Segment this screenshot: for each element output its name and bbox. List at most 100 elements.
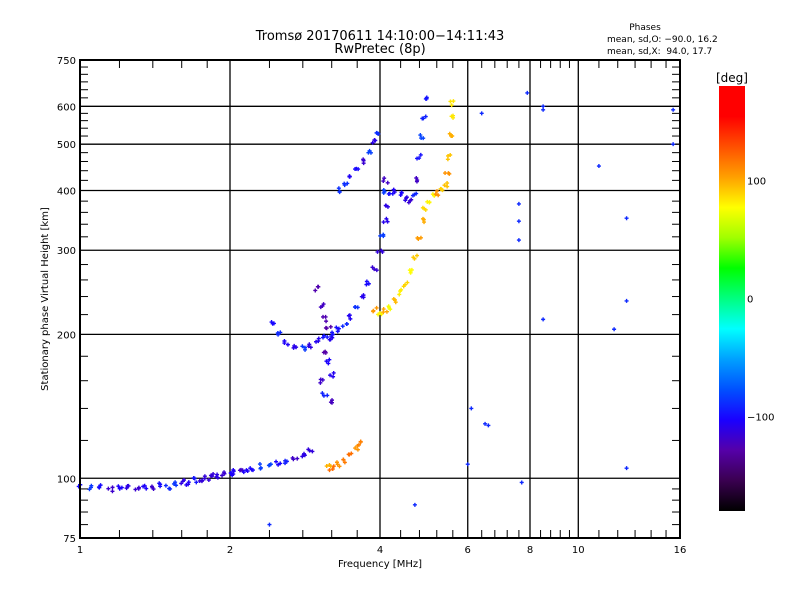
data-point <box>373 138 378 143</box>
data-point <box>419 136 424 141</box>
data-point <box>325 393 330 398</box>
series-o-mode-trace-low- <box>76 447 315 494</box>
data-point <box>344 321 349 326</box>
data-point <box>322 333 327 338</box>
data-point <box>133 487 138 492</box>
data-point <box>361 161 366 166</box>
data-point <box>110 485 115 490</box>
data-point <box>399 190 404 195</box>
colorbar-label: [deg] <box>716 71 748 85</box>
data-point <box>328 324 333 329</box>
data-point <box>179 481 184 486</box>
data-point <box>117 486 122 491</box>
data-point <box>479 111 484 116</box>
data-point <box>302 453 307 458</box>
plot-frame <box>79 59 681 539</box>
data-point <box>278 461 283 466</box>
data-point <box>241 470 246 475</box>
data-point <box>386 191 391 196</box>
data-point <box>445 184 450 189</box>
data-point <box>324 359 329 364</box>
data-point <box>423 96 428 101</box>
data-point <box>194 480 199 485</box>
data-point <box>206 477 211 482</box>
data-point <box>449 114 454 119</box>
series-scattered-echoes <box>267 90 676 527</box>
data-point <box>393 300 398 305</box>
data-point <box>163 483 168 488</box>
data-point <box>327 468 332 473</box>
data-point <box>328 373 333 378</box>
data-point <box>271 321 276 326</box>
data-point <box>124 486 129 491</box>
data-point <box>342 460 347 465</box>
data-point <box>361 295 366 300</box>
data-point <box>368 150 373 155</box>
data-point <box>295 456 300 461</box>
data-point <box>355 447 360 452</box>
data-point <box>334 325 339 330</box>
data-point <box>442 183 447 188</box>
data-point <box>321 350 326 355</box>
data-point <box>202 476 207 481</box>
x-tick-label: 16 <box>674 545 687 556</box>
data-point <box>596 164 601 169</box>
y-axis-label: Stationary phase Virtual Height [km] <box>40 207 51 391</box>
data-point <box>381 234 386 239</box>
data-point <box>671 142 676 147</box>
data-point <box>415 253 420 258</box>
x-tick-label: 6 <box>465 545 471 556</box>
data-point <box>356 442 361 447</box>
data-point <box>284 459 289 464</box>
data-point <box>285 342 290 347</box>
x-tick-label: 2 <box>227 545 233 556</box>
data-point <box>381 307 386 312</box>
y-tick-label: 400 <box>57 186 76 197</box>
data-point <box>334 460 339 465</box>
data-point <box>375 131 380 136</box>
data-point <box>423 207 428 212</box>
data-point <box>371 309 376 314</box>
data-point <box>300 344 305 349</box>
data-point <box>385 180 390 185</box>
series-o-mode-spread <box>313 284 336 405</box>
data-point <box>436 193 441 198</box>
x-tick-label: 4 <box>377 545 383 556</box>
data-point <box>624 216 629 221</box>
data-point <box>174 483 179 488</box>
data-point <box>541 317 546 322</box>
data-point <box>449 103 454 108</box>
data-point <box>249 467 254 472</box>
data-point <box>397 292 402 297</box>
data-point <box>612 327 617 332</box>
data-point <box>381 220 386 225</box>
data-point <box>450 133 455 138</box>
data-point <box>420 216 425 221</box>
data-point <box>408 270 413 275</box>
data-point <box>407 268 412 273</box>
data-point <box>151 487 156 492</box>
data-point <box>405 280 410 285</box>
data-point <box>149 484 154 489</box>
data-point <box>418 152 423 157</box>
data-point <box>274 459 279 464</box>
data-point <box>404 196 409 201</box>
data-point <box>383 203 388 208</box>
data-point <box>361 157 366 162</box>
colorbar <box>719 86 745 511</box>
data-point <box>443 171 448 176</box>
x-tick-label: 10 <box>572 545 585 556</box>
data-point <box>331 370 336 375</box>
data-point <box>157 481 162 486</box>
data-point <box>386 304 391 309</box>
data-point <box>211 471 216 476</box>
y-tick-label: 75 <box>63 534 76 545</box>
data-point <box>445 181 450 186</box>
legend-line-o: mean, sd,O: −90.0, 16.2 <box>607 35 718 45</box>
data-point <box>401 284 406 289</box>
data-point <box>275 331 280 336</box>
data-point <box>381 179 386 184</box>
data-point <box>181 478 186 483</box>
data-point <box>168 486 173 491</box>
data-point <box>318 377 323 382</box>
